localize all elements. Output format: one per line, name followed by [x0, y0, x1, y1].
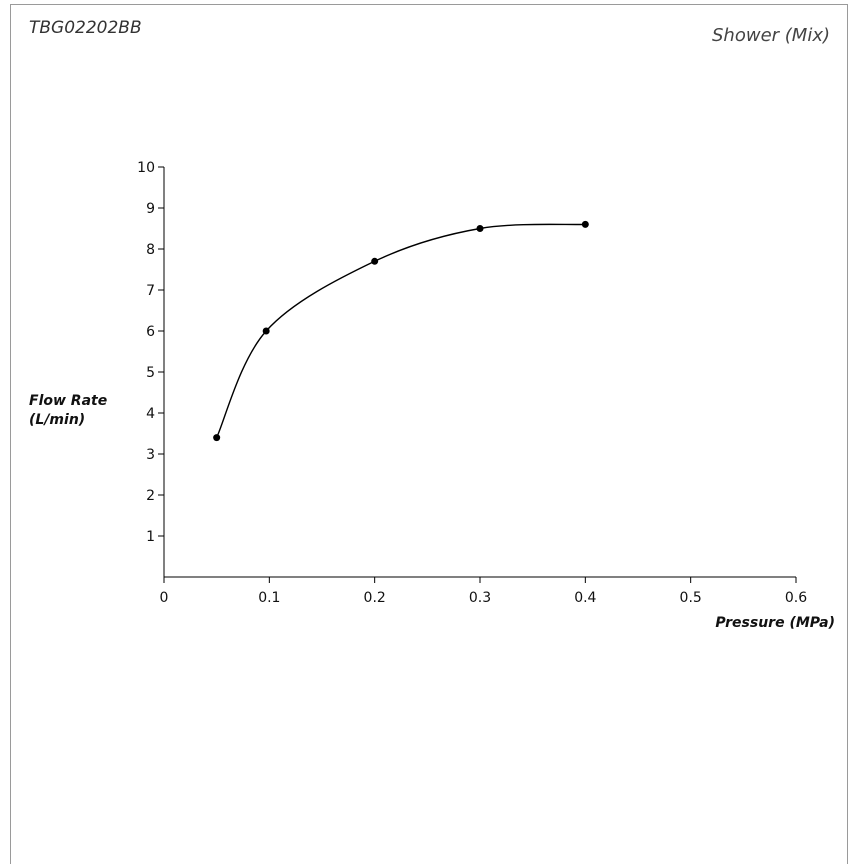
x-axis-title: Pressure (MPa): [715, 615, 835, 631]
x-tick-label: 0.5: [680, 590, 702, 606]
y-tick-label: 5: [146, 365, 155, 381]
y-tick-label: 3: [146, 447, 155, 463]
model-code: TBG02202BB: [29, 18, 142, 38]
x-tick-label: 0.2: [364, 590, 386, 606]
y-tick-label: 6: [146, 324, 155, 340]
x-tick-label: 0.3: [469, 590, 491, 606]
chart-frame: [10, 4, 848, 864]
data-point: [371, 257, 379, 265]
data-point: [213, 434, 221, 442]
data-points: [213, 220, 589, 442]
y-tick-label: 4: [146, 406, 155, 422]
x-tick-label: 0.6: [785, 590, 807, 606]
data-point: [262, 327, 270, 335]
y-tick-label: 1: [146, 529, 155, 545]
x-tick-label: 0.1: [258, 590, 280, 606]
y-tick-label: 9: [146, 201, 155, 217]
x-tick-label: 0: [160, 590, 169, 606]
data-point: [581, 220, 589, 228]
x-tick-label: 0.4: [574, 590, 596, 606]
y-axis-title-line-1: Flow Rate: [29, 393, 107, 409]
y-tick-label: 7: [146, 283, 155, 299]
y-tick-label: 8: [146, 242, 155, 258]
flow-curve: [216, 223, 586, 438]
fixture-type: Shower (Mix): [712, 25, 830, 46]
y-tick-label: 10: [137, 160, 155, 176]
y-axis-title-line-2: (L/min): [29, 412, 85, 428]
data-point: [476, 225, 484, 232]
y-tick-label: 2: [146, 488, 155, 504]
chart-ticks: 1 2 3 4 5 6 7 8 9 10 0 0.1 0.2 0.3 0.4 0.5 0.6: [137, 160, 807, 606]
